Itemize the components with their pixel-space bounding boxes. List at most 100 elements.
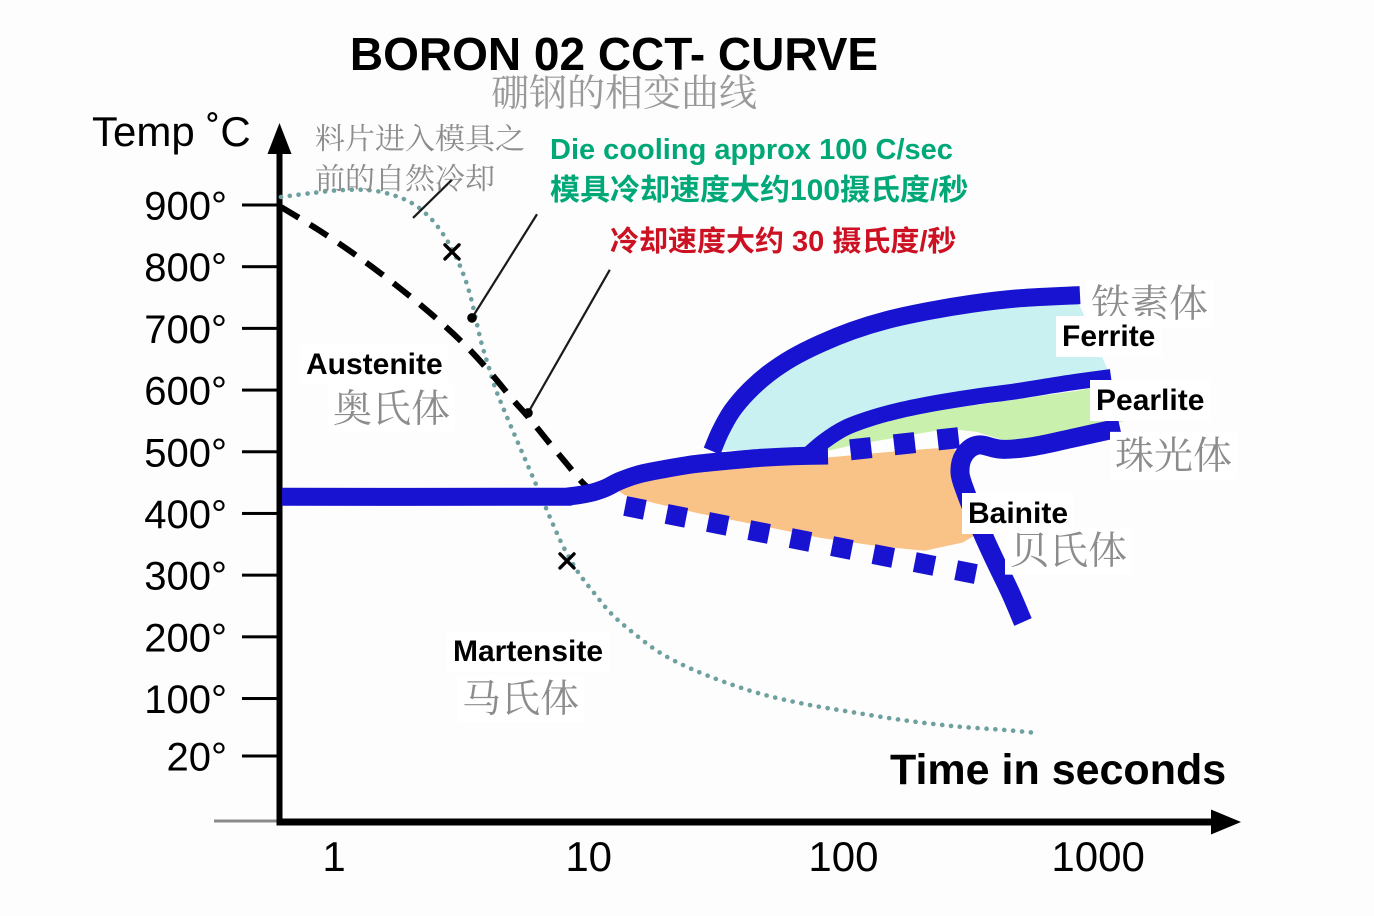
chart-title: BORON 02 CCT- CURVE xyxy=(350,28,878,80)
martensite-start-and-bainite-start xyxy=(281,446,829,506)
bainite-finish-dashes-dash-5 xyxy=(788,528,813,552)
cjk-glyph xyxy=(466,164,494,192)
y-tick-800 xyxy=(242,265,277,269)
label-martensite-en: Martensite xyxy=(453,635,603,668)
latin-run: / xyxy=(930,174,939,207)
cjk-glyph xyxy=(464,679,499,716)
ferrite-finish-pearlite-start xyxy=(800,369,1113,463)
label-halo xyxy=(447,631,610,672)
leader-30C-dot xyxy=(523,408,533,418)
cjk-glyph xyxy=(316,163,344,192)
cjk-glyph xyxy=(727,226,755,254)
x-axis-arrowhead xyxy=(1211,809,1241,835)
bainite-finish-dashes-dash-2 xyxy=(664,504,689,528)
cjk-glyph xyxy=(412,389,450,426)
y-axis-tick-labels: 900° 800° 700° 600° 500° 400° 300° 200° 100° 20° xyxy=(144,185,227,780)
x-tick-label-1000: 1000 xyxy=(1051,833,1144,880)
cjk-glyph xyxy=(316,123,345,152)
cjk-glyph xyxy=(760,174,789,203)
y-tick-600 xyxy=(242,388,277,392)
cjk-glyph xyxy=(1091,284,1130,321)
cjk-glyph xyxy=(891,226,919,254)
y-tick-900 xyxy=(242,203,277,207)
label-pearlite-en: Pearlite xyxy=(1096,384,1204,417)
cjk-glyph xyxy=(606,74,642,109)
cjk-glyph xyxy=(720,74,757,110)
phase-regions-layer xyxy=(612,301,1124,551)
pearlite-bainite-boundary-dashes xyxy=(849,427,960,461)
label-halo xyxy=(328,384,455,433)
cjk-glyph xyxy=(506,679,539,716)
cjk-glyph xyxy=(731,174,760,203)
cjk-glyph xyxy=(375,123,405,151)
label-martensite-zh xyxy=(457,674,584,723)
bainite-finish-dashes-dash-3 xyxy=(706,512,730,536)
cjk-glyph xyxy=(684,74,717,109)
y-tick-label-900: 900° xyxy=(144,185,227,229)
cjk-glyph xyxy=(610,174,640,203)
cjk-glyph xyxy=(570,74,604,109)
transformation-curves-layer xyxy=(281,286,1122,626)
cjk-glyph xyxy=(346,123,374,152)
cjk-glyph xyxy=(495,123,524,151)
pearlite-finish-and-bainite-right-boundary xyxy=(950,418,1122,626)
x-axis-line xyxy=(276,818,1215,826)
axes-layer: 900°800°700°600°500°400°300°200°100°20° … xyxy=(144,123,1241,880)
cooling-path-natural-then-die-100C-per-sec xyxy=(278,187,1041,736)
cooling-paths-layer xyxy=(278,187,1041,736)
x-axis-title: Time in seconds xyxy=(890,746,1226,794)
annotation-natural-cooling-zh-line2 xyxy=(316,163,494,192)
cjk-glyph xyxy=(670,174,700,203)
y-axis-line xyxy=(276,142,283,825)
cjk-glyph xyxy=(381,163,401,192)
latin-run: / xyxy=(919,226,927,258)
cooling-path-30C-per-sec xyxy=(279,204,597,496)
y-tick-300 xyxy=(242,573,277,577)
annotation-cooling-30-zh: 30 / xyxy=(610,226,956,258)
cjk-glyph xyxy=(1155,436,1192,473)
cjk-glyph xyxy=(550,174,580,203)
label-halo xyxy=(1090,380,1211,421)
cjk-glyph xyxy=(406,163,434,192)
cjk-glyph xyxy=(1194,436,1232,473)
y-tick-200 xyxy=(242,635,277,639)
x-marker-stroke xyxy=(558,552,576,570)
x-marker-2 xyxy=(558,552,576,570)
cjk-glyph xyxy=(873,174,900,203)
annotation-die-cooling-en: Die cooling approx 100 C/sec xyxy=(550,134,953,166)
cjk-glyph xyxy=(529,74,566,109)
bainite-finish-dashes-dash-7 xyxy=(871,544,896,568)
label-bainite-en: Bainite xyxy=(968,497,1068,530)
label-austenite-en: Austenite xyxy=(306,348,443,381)
cjk-glyph xyxy=(700,174,730,203)
leader-die-cooling xyxy=(471,213,538,319)
dash-boundaries-layer xyxy=(623,427,978,584)
cjk-glyph xyxy=(927,226,956,254)
cjk-glyph xyxy=(610,226,639,254)
y-tick-label-300: 300° xyxy=(144,555,227,599)
y-tick-700 xyxy=(242,326,277,330)
cjk-glyph xyxy=(864,226,890,254)
cjk-glyph xyxy=(466,124,494,152)
y-tick-label-200: 200° xyxy=(144,616,227,660)
text-layer: BORON 02 CCT- CURVE Temp ˚C Time in seco… xyxy=(92,28,1237,794)
cjk-glyph xyxy=(580,175,610,203)
x-tick-label-1: 1 xyxy=(322,833,345,880)
ferrite-start xyxy=(703,286,1081,455)
cjk-glyph xyxy=(668,226,697,254)
leader-natural-cooling xyxy=(412,178,453,219)
y-tick-label-20: 20° xyxy=(167,736,228,780)
cjk-glyph xyxy=(641,174,669,203)
y-tick-label-400: 400° xyxy=(144,493,227,537)
x-axis-tick-labels: 1 10 100 1000 xyxy=(322,833,1144,880)
cjk-glyph xyxy=(1131,284,1168,321)
y-tick-500 xyxy=(242,450,277,454)
y-tick-400 xyxy=(242,511,277,515)
cjk-glyph xyxy=(833,226,861,254)
label-ferrite-en: Ferrite xyxy=(1062,320,1155,353)
bainite-finish-dashes-dash-1 xyxy=(623,496,647,520)
chart-subtitle-zh xyxy=(492,73,757,110)
cjk-glyph xyxy=(435,123,465,152)
